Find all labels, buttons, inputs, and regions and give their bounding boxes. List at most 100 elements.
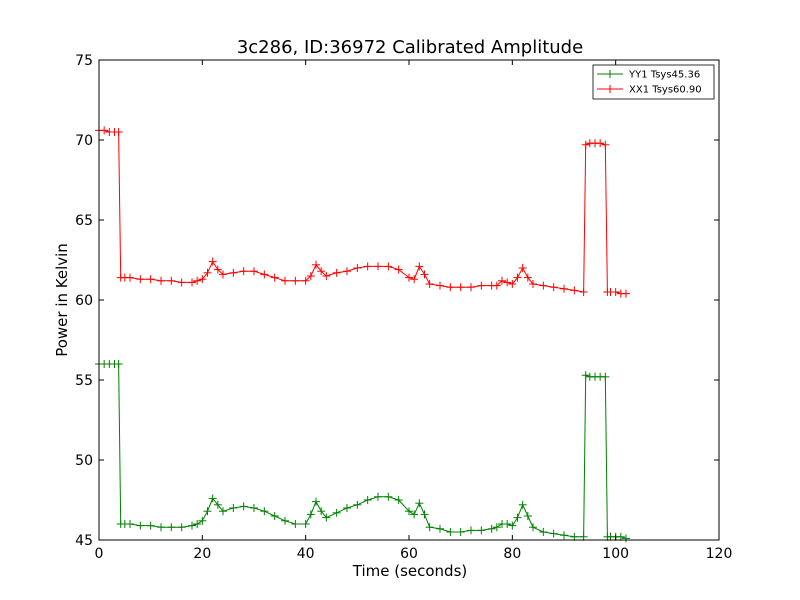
data-point: [301, 276, 310, 285]
data-point: [198, 516, 207, 525]
legend-entry: YY1 Tsys45.36: [597, 70, 700, 81]
data-point: [213, 500, 222, 509]
data-point: [384, 492, 393, 501]
legend-label: YY1 Tsys45.36: [628, 70, 700, 81]
legend-entry: XX1 Tsys60.90: [597, 85, 702, 96]
data-point: [425, 280, 434, 288]
data-point: [579, 532, 588, 541]
data-point: [270, 512, 279, 520]
data-point: [198, 275, 207, 284]
data-point: [405, 507, 413, 516]
data-point: [250, 267, 258, 276]
data-point: [353, 264, 362, 272]
data-point: [332, 508, 341, 517]
data-point: [529, 523, 537, 532]
data-point: [374, 262, 382, 271]
plot-lines: [95, 126, 630, 543]
data-point: [436, 524, 444, 533]
data-point: [560, 531, 568, 540]
data-point: [208, 494, 217, 503]
data-point: [622, 289, 630, 298]
data-point: [579, 288, 588, 296]
data-point: [126, 520, 134, 528]
data-point: [503, 520, 512, 528]
data-point: [312, 497, 320, 506]
data-point: [229, 268, 238, 277]
data-point: [570, 532, 579, 541]
data-point: [477, 281, 486, 290]
data-point: [146, 521, 155, 530]
data-point: [136, 521, 145, 530]
data-point: [343, 267, 351, 276]
data-point: [157, 523, 165, 532]
data-point: [193, 520, 202, 528]
y-tick-label: 50: [75, 453, 93, 469]
x-axis-label: Time (seconds): [352, 562, 468, 580]
data-point: [492, 281, 501, 290]
data-point: [415, 262, 424, 271]
data-point: [146, 275, 155, 284]
data-point: [322, 513, 331, 522]
y-tick-label: 55: [75, 373, 93, 389]
data-point: [260, 507, 269, 516]
data-point: [322, 272, 331, 280]
y-tick-label: 75: [75, 53, 93, 69]
data-point: [539, 281, 548, 290]
data-point: [343, 504, 351, 512]
data-point: [126, 273, 134, 282]
data-point: [213, 265, 222, 274]
data-point: [193, 276, 202, 285]
data-point: [167, 276, 176, 285]
data-point: [239, 267, 248, 276]
data-point: [508, 521, 517, 530]
x-tick-label: 80: [503, 546, 521, 562]
data-point: [503, 278, 512, 287]
data-point: [467, 283, 475, 292]
data-point: [281, 516, 289, 525]
chart-title: 3c286, ID:36972 Calibrated Amplitude: [237, 37, 583, 58]
data-point: [425, 523, 434, 532]
y-tick-label: 65: [75, 213, 93, 229]
data-point: [405, 273, 413, 282]
x-tick-label: 0: [95, 546, 104, 562]
legend-box: [592, 64, 715, 100]
data-point: [384, 262, 393, 271]
data-point: [513, 513, 522, 522]
data-point: [415, 499, 424, 508]
data-point: [616, 532, 625, 541]
data-point: [219, 507, 227, 516]
data-point: [312, 260, 320, 269]
data-point: [291, 276, 300, 285]
data-point: [167, 523, 176, 532]
data-point: [188, 521, 196, 530]
data-point: [518, 264, 527, 272]
data-point: [306, 272, 315, 280]
data-point: [394, 496, 403, 504]
x-axis: 0 20 40 60 80 100 120: [95, 60, 732, 562]
legend: YY1 Tsys45.36 XX1 Tsys60.90: [592, 64, 715, 100]
data-point: [114, 128, 123, 136]
data-point: [456, 528, 465, 536]
y-tick-label: 45: [75, 533, 93, 549]
data-point: [622, 534, 630, 543]
data-point: [291, 520, 300, 528]
y-axis: 45 50 55 60 65 70 75: [75, 53, 719, 549]
x-tick-label: 40: [297, 546, 315, 562]
y-axis-label: Power in Kelvin: [53, 243, 71, 357]
data-point: [581, 371, 590, 380]
data-point: [239, 502, 248, 511]
y-tick-label: 60: [75, 293, 93, 309]
data-point: [229, 504, 238, 512]
data-point: [203, 507, 212, 516]
data-point: [219, 270, 227, 279]
data-point: [549, 283, 558, 292]
data-point: [529, 280, 537, 288]
y-tick-label: 70: [75, 133, 93, 149]
data-point: [487, 524, 496, 533]
data-point: [100, 126, 109, 135]
data-point: [581, 140, 590, 149]
data-point: [306, 510, 315, 519]
data-point: [301, 520, 310, 528]
data-point: [420, 510, 429, 519]
data-point: [208, 257, 217, 266]
